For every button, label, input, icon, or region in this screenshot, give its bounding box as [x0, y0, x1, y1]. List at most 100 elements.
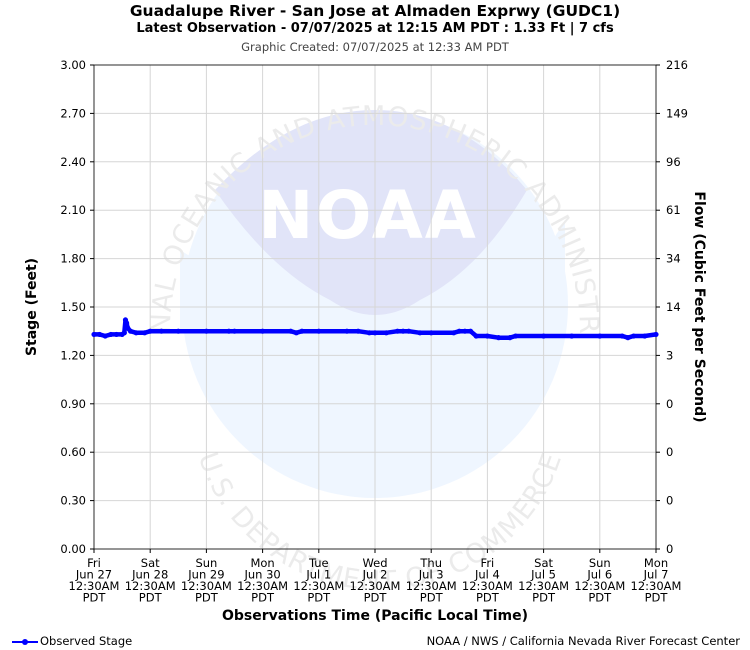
y2-tick-label: 216: [666, 58, 688, 72]
y2-tick-label: 34: [666, 252, 681, 266]
x-tick-label: PDT: [645, 591, 669, 605]
x-tick-label: Jul 4: [474, 568, 500, 582]
data-point: [473, 333, 479, 339]
x-tick-label: Tue: [308, 556, 329, 570]
data-point: [372, 330, 378, 336]
x-tick-label: Jun 29: [187, 568, 224, 582]
y-tick-label: 1.20: [60, 348, 86, 362]
x-tick-label: 12:30AM: [69, 579, 120, 593]
y-tick-label: 1.80: [60, 252, 86, 266]
y2-axis-label: Flow (Cubic Feet per Second): [691, 191, 707, 422]
x-tick-label: 12:30AM: [406, 579, 457, 593]
x-tick-label: 12:30AM: [631, 579, 682, 593]
y-tick-label: 2.70: [60, 106, 86, 120]
data-point: [653, 331, 659, 338]
data-point: [462, 328, 468, 334]
y-tick-label: 1.50: [60, 300, 86, 314]
data-point: [394, 328, 401, 334]
x-tick-label: 12:30AM: [518, 579, 569, 593]
data-point: [569, 333, 575, 339]
data-point: [121, 330, 127, 336]
data-point: [451, 330, 457, 336]
data-point: [175, 328, 181, 334]
y-tick-label: 2.40: [60, 155, 86, 169]
data-point: [484, 333, 490, 339]
x-tick-label: Jul 7: [643, 568, 669, 582]
y2-tick-label: 0: [666, 494, 673, 508]
x-tick-label: Sat: [534, 556, 553, 570]
data-point: [625, 335, 631, 341]
data-point: [91, 331, 97, 338]
data-point: [355, 328, 361, 334]
x-tick-label: 12:30AM: [125, 579, 176, 593]
x-tick-label: Mon: [250, 556, 274, 570]
legend-label: Observed Stage: [40, 634, 133, 648]
x-tick-label: 12:30AM: [181, 579, 232, 593]
x-tick-label: Sun: [195, 556, 217, 570]
chart-grid: [93, 64, 657, 550]
y-axis-right: 0 0 0 0 3 14 34 61 96 149 216: [656, 58, 688, 556]
data-point: [299, 328, 305, 334]
legend-swatch: [12, 638, 38, 645]
data-point: [203, 328, 209, 334]
x-tick-label: Mon: [644, 556, 668, 570]
x-tick-label: PDT: [139, 591, 163, 605]
data-point: [102, 333, 108, 339]
x-axis-label: Observations Time (Pacific Local Time): [222, 608, 528, 624]
data-point: [113, 331, 120, 338]
x-tick-label: 12:30AM: [237, 579, 288, 593]
y-tick-label: 3.00: [60, 58, 86, 72]
x-tick-label: PDT: [476, 591, 500, 605]
x-tick-label: PDT: [364, 591, 388, 605]
x-tick-label: 12:30AM: [462, 579, 513, 593]
data-point: [456, 328, 462, 334]
series-layer: [91, 317, 659, 341]
x-tick-label: PDT: [83, 591, 107, 605]
y-tick-label: 2.10: [60, 203, 86, 217]
y2-tick-label: 14: [666, 300, 681, 314]
data-point: [642, 333, 648, 339]
data-point: [288, 328, 294, 334]
x-tick-label: PDT: [588, 591, 612, 605]
x-tick-label: Sun: [589, 556, 611, 570]
data-point: [158, 328, 165, 334]
y-axis-left: 0.00 0.30 0.60 0.90 1.20 1.50 1.80 2.10 2.40 2.70…: [60, 58, 94, 556]
legend: Observed Stage: [12, 634, 132, 648]
x-tick-label: 12:30AM: [293, 579, 344, 593]
y2-tick-label: 0: [666, 542, 673, 556]
x-tick-label: Jun 30: [243, 568, 280, 582]
data-point: [406, 328, 412, 334]
data-point: [496, 335, 502, 341]
y-tick-label: 0.00: [60, 542, 86, 556]
noaa-watermark-logo: NOAA NATIONAL OCEANIC AND ATMOSPHERIC AD…: [0, 0, 603, 597]
x-tick-label: Jul 3: [418, 568, 444, 582]
x-tick-label: 12:30AM: [350, 579, 401, 593]
data-point: [400, 328, 406, 334]
data-point: [141, 330, 148, 336]
data-point: [597, 333, 603, 339]
data-point: [123, 320, 130, 326]
y-tick-label: 0.90: [60, 397, 86, 411]
data-point: [127, 328, 134, 334]
data-point: [260, 328, 266, 334]
y2-tick-label: 0: [666, 445, 673, 459]
data-point: [619, 333, 625, 339]
x-tick-label: PDT: [420, 591, 444, 605]
y-axis-label: Stage (Feet): [24, 258, 40, 356]
y-tick-label: 0.60: [60, 445, 86, 459]
noaa-logo-text: NOAA: [258, 177, 478, 254]
x-tick-label: Thu: [419, 556, 442, 570]
data-point: [108, 331, 114, 338]
data-point: [133, 330, 139, 336]
footer-credit: NOAA / NWS / California Nevada River For…: [426, 634, 740, 648]
y2-tick-label: 3: [666, 348, 673, 362]
data-point: [428, 330, 434, 336]
y2-tick-label: 0: [666, 397, 673, 411]
x-tick-label: Fri: [87, 556, 101, 570]
x-tick-label: Wed: [362, 556, 387, 570]
x-tick-label: PDT: [532, 591, 556, 605]
data-point: [507, 335, 513, 341]
y2-tick-label: 96: [666, 155, 681, 169]
data-point: [344, 328, 350, 334]
